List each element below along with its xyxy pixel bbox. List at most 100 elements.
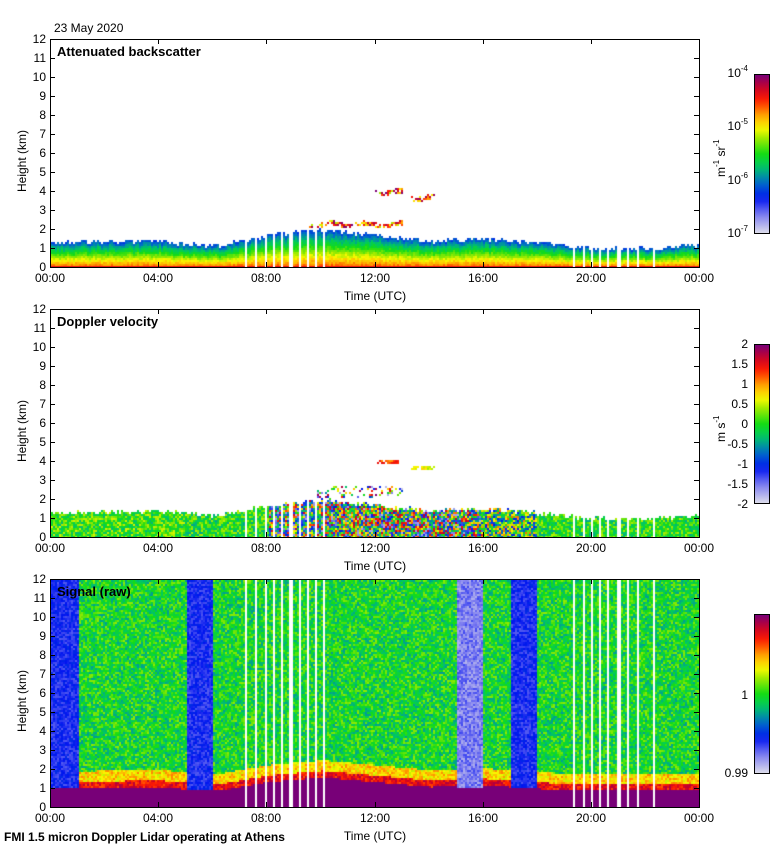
plot-panel-1: Attenuated backscatter [50,39,700,268]
y-tick-mark [694,617,699,618]
y-tick-label: 3 [39,473,46,487]
x-tick-mark [699,532,700,537]
y-tick-mark [694,404,699,405]
y-tick-mark [50,518,55,519]
footer-caption: FMI 1.5 micron Doppler Lidar operating a… [4,830,285,844]
x-tick-mark [158,262,159,267]
colorbar-tick-label: 10-6 [727,170,748,187]
y-tick-label: 12 [32,572,46,586]
x-tick-mark [375,802,376,807]
y-tick-mark [694,328,699,329]
panel-title: Attenuated backscatter [57,44,201,59]
y-tick-label: 4 [39,724,46,738]
y-tick-label: 1 [39,511,46,525]
y-tick-mark [694,153,699,154]
y-tick-label: 5 [39,435,46,449]
x-tick-mark [50,309,51,314]
colorbar [754,74,770,234]
y-tick-mark [50,461,55,462]
x-tick-mark [483,532,484,537]
x-tick-label: 12:00 [359,811,391,825]
x-tick-mark [699,309,700,314]
x-tick-label: 04:00 [142,541,174,555]
x-tick-mark [158,309,159,314]
colorbar-tick-label: 1 [741,688,748,702]
x-tick-label: 16:00 [467,811,499,825]
y-tick-label: 7 [39,397,46,411]
y-tick-mark [50,309,55,310]
y-tick-label: 4 [39,184,46,198]
y-tick-mark [694,96,699,97]
colorbar-tick-label: 0.99 [724,766,748,780]
x-tick-mark [266,39,267,44]
colorbar-tick-label: 2 [741,337,748,351]
x-tick-label: 00:00 [683,811,715,825]
x-axis-label: Time (UTC) [343,289,407,303]
y-tick-label: 1 [39,241,46,255]
x-tick-mark [483,802,484,807]
colorbar-unit-label: m-1 sr-1 [712,139,728,177]
colorbar-tick-label: 1 [741,377,748,391]
x-tick-mark [266,309,267,314]
y-tick-label: 11 [33,51,46,65]
x-tick-mark [50,532,51,537]
y-tick-label: 2 [39,492,46,506]
x-tick-mark [158,39,159,44]
colorbar-tick-label: 0 [741,417,748,431]
colorbar-tick-label: -1.5 [727,477,748,491]
x-tick-mark [50,579,51,584]
x-tick-mark [50,802,51,807]
y-tick-mark [694,442,699,443]
panel-title: Signal (raw) [57,584,131,599]
colorbar-tick-label: 10-7 [727,224,748,240]
y-tick-mark [694,267,699,268]
y-tick-label: 6 [39,146,46,160]
y-tick-mark [50,328,55,329]
y-tick-label: 9 [39,359,46,373]
y-tick-mark [694,518,699,519]
y-tick-label: 5 [39,165,46,179]
colorbar-tick-label: 10-4 [727,64,748,80]
y-tick-label: 0 [39,800,46,814]
y-tick-mark [694,769,699,770]
y-tick-mark [694,309,699,310]
y-tick-label: 8 [39,108,46,122]
y-tick-mark [50,423,55,424]
plot-panel-2: Doppler velocity [50,309,700,538]
x-tick-mark [483,309,484,314]
y-tick-mark [694,579,699,580]
y-tick-mark [50,769,55,770]
x-tick-mark [591,802,592,807]
y-tick-label: 10 [32,340,46,354]
y-tick-mark [50,598,55,599]
colorbar-unit-label: m s-1 [712,415,728,442]
x-tick-label: 12:00 [359,541,391,555]
y-axis-label: Height (km) [15,129,29,192]
y-tick-mark [50,115,55,116]
y-tick-mark [694,229,699,230]
x-tick-mark [375,532,376,537]
y-tick-label: 8 [39,648,46,662]
y-tick-mark [50,172,55,173]
y-tick-mark [50,248,55,249]
x-tick-label: 00:00 [683,541,715,555]
x-tick-label: 12:00 [359,271,391,285]
x-tick-mark [50,262,51,267]
x-tick-mark [158,579,159,584]
y-tick-mark [694,77,699,78]
x-tick-label: 04:00 [142,271,174,285]
y-tick-mark [694,172,699,173]
y-tick-label: 4 [39,454,46,468]
x-tick-mark [483,39,484,44]
y-tick-mark [694,58,699,59]
y-tick-label: 2 [39,762,46,776]
y-tick-mark [50,267,55,268]
y-tick-mark [694,385,699,386]
x-tick-mark [375,39,376,44]
x-tick-label: 04:00 [142,811,174,825]
y-tick-label: 11 [33,321,46,335]
x-tick-label: 00:00 [34,541,66,555]
y-tick-mark [694,480,699,481]
y-tick-mark [50,347,55,348]
y-tick-mark [50,617,55,618]
